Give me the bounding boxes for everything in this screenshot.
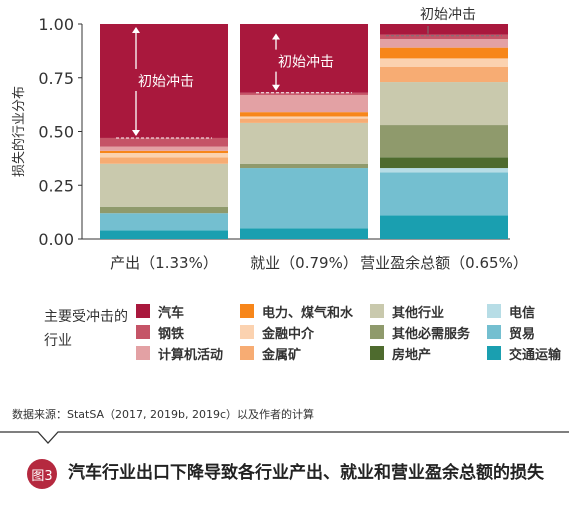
bar-segment [380, 34, 508, 40]
bar-segment [380, 168, 508, 173]
figure-badge: 图3 [27, 459, 57, 489]
y-tick-label: 0.50 [38, 123, 74, 142]
bar-segment [380, 47, 508, 59]
bar-segment [380, 24, 508, 35]
legend-item-transport: 交通运输 [487, 343, 561, 363]
annotation-arrowhead [272, 33, 280, 40]
legend-item-utilities: 电力、煤气和水 [240, 301, 353, 321]
bar-segment [240, 163, 368, 169]
bar-segment [240, 112, 368, 117]
legend-swatch [370, 346, 384, 360]
y-tick-label: 0.25 [38, 176, 74, 195]
bar-segment [100, 230, 228, 239]
legend-label: 金属矿 [262, 347, 302, 363]
x-tick-label: 就业（0.79%） [250, 254, 358, 272]
legend-swatch [487, 346, 501, 360]
bar-segment [380, 157, 508, 169]
annotation-label: 初始冲击 [138, 73, 194, 90]
legend-item-metal-ore: 金属矿 [240, 343, 301, 363]
legend-swatch [240, 304, 254, 318]
legend: 主要受冲击的行业 汽车 钢铁 计算机活动 电力、煤气和水 金融中介 金属矿 其他… [40, 300, 565, 366]
legend-label: 其他行业 [392, 305, 445, 321]
y-tick-label: 0.75 [38, 69, 74, 88]
legend-item-other-industries: 其他行业 [370, 301, 444, 321]
legend-title: 主要受冲击的行业 [44, 309, 128, 349]
bar-segment [240, 122, 368, 164]
bar-segment [240, 118, 368, 123]
bars-layer [100, 24, 508, 239]
legend-item-real-estate: 房地产 [370, 343, 431, 363]
legend-label: 金融中介 [262, 326, 315, 342]
legend-item-computer: 计算机活动 [136, 343, 223, 363]
annotation-label: 初始冲击 [278, 54, 334, 71]
legend-label: 其他必需服务 [392, 326, 471, 342]
annotation-arrowhead [132, 129, 140, 136]
y-tick-label: 1.00 [38, 15, 74, 34]
legend-label: 交通运输 [509, 347, 562, 363]
legend-label: 房地产 [392, 347, 432, 363]
bar-segment [380, 67, 508, 83]
legend-label: 汽车 [158, 305, 185, 321]
y-axis-label: 损失的行业分布 [11, 86, 27, 177]
legend-swatch [136, 346, 150, 360]
bar-segment [100, 150, 228, 153]
bar-segment [380, 125, 508, 158]
bar-segment [240, 168, 368, 229]
annotation-arrowhead [132, 27, 140, 33]
bar-segment [100, 146, 228, 151]
bar-segment [240, 228, 368, 239]
legend-label: 计算机活动 [158, 347, 224, 363]
legend-swatch [240, 325, 254, 339]
legend-item-telecom: 电信 [487, 301, 535, 321]
bar-segment [100, 153, 228, 158]
x-tick-label: 产出（1.33%） [110, 254, 218, 272]
source-note: 数据来源：StatSA（2017, 2019b, 2019c）以及作者的计算 [12, 408, 315, 421]
bar-segment [100, 206, 228, 214]
bar-segment [380, 58, 508, 67]
bar-segment [380, 82, 508, 126]
legend-swatch [487, 304, 501, 318]
legend-item-auto: 汽车 [136, 301, 184, 321]
bar-segment [380, 172, 508, 216]
bar-segment [240, 116, 368, 119]
bar-segment [240, 24, 368, 93]
x-tick-label: 营业盈余总额（0.65%） [360, 254, 528, 272]
legend-swatch [136, 304, 150, 318]
legend-item-trade: 贸易 [487, 322, 535, 342]
bar-segment [100, 137, 228, 147]
legend-swatch [136, 325, 150, 339]
annotation-arrowhead [272, 84, 280, 91]
bar-segment [240, 94, 368, 113]
section-divider [0, 431, 569, 444]
legend-swatch [370, 304, 384, 318]
legend-swatch [370, 325, 384, 339]
legend-item-finance: 金融中介 [240, 322, 314, 342]
bar-segment [240, 92, 368, 95]
bar-segment [380, 215, 508, 239]
figure-title: 汽车行业出口下降导致各行业产出、就业和营业盈余总额的损失 [68, 463, 544, 483]
bar-segment [100, 157, 228, 164]
y-tick-label: 0.00 [38, 230, 74, 249]
legend-label: 电信 [509, 305, 536, 321]
bar-segment [100, 213, 228, 231]
legend-label: 贸易 [509, 326, 536, 342]
bar-segment [100, 163, 228, 207]
bar-segment [380, 39, 508, 48]
legend-swatch [240, 346, 254, 360]
bar-segment [100, 24, 228, 138]
legend-swatch [487, 325, 501, 339]
annotation-label: 初始冲击 [420, 6, 476, 23]
legend-label: 电力、煤气和水 [262, 305, 354, 321]
legend-label: 钢铁 [158, 326, 185, 342]
legend-item-other-services: 其他必需服务 [370, 322, 470, 342]
legend-item-steel: 钢铁 [136, 322, 184, 342]
